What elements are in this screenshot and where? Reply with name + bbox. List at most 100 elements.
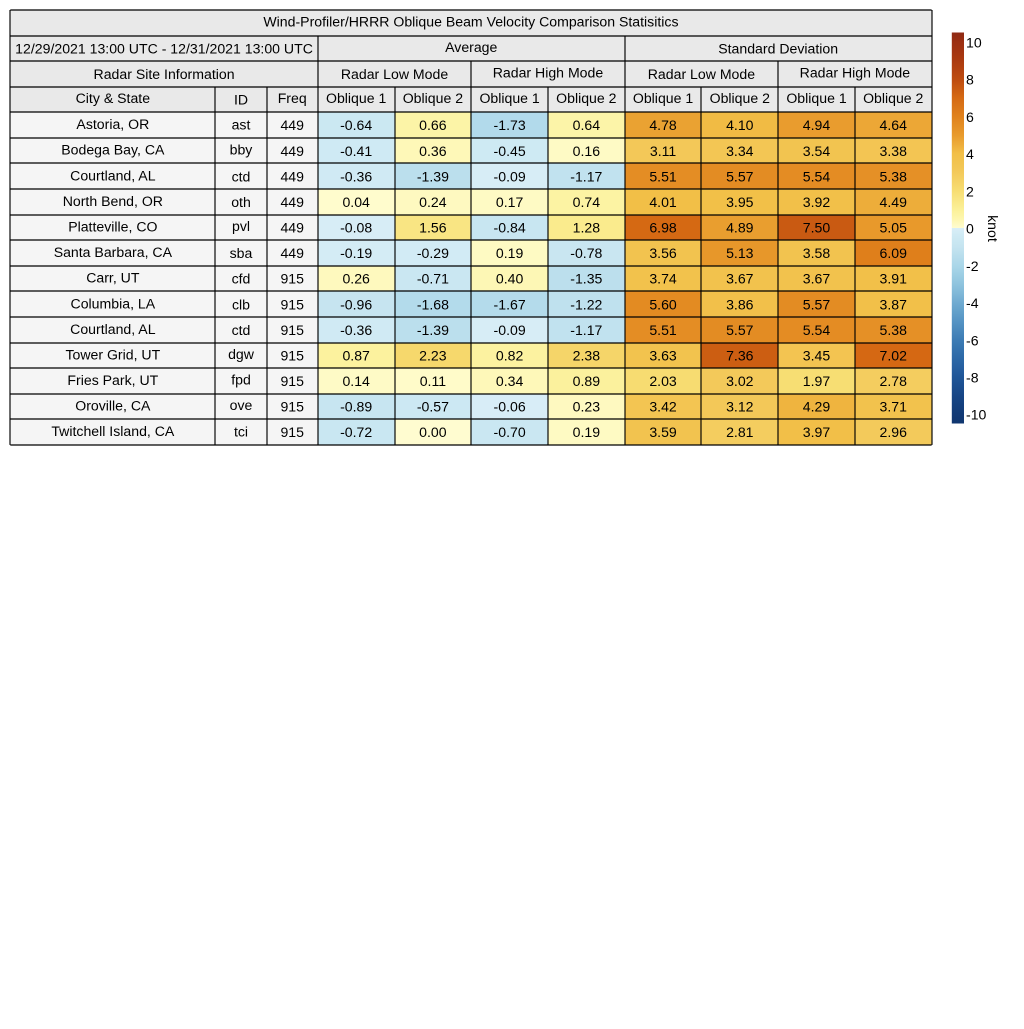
svg-text:5.57: 5.57 — [726, 168, 754, 184]
svg-text:ctd: ctd — [232, 322, 251, 338]
svg-text:ID: ID — [234, 92, 248, 108]
svg-text:pvl: pvl — [232, 218, 250, 234]
svg-text:3.91: 3.91 — [880, 271, 908, 287]
svg-text:0.19: 0.19 — [573, 424, 601, 440]
svg-text:Freq: Freq — [278, 90, 307, 106]
svg-text:6.09: 6.09 — [880, 245, 908, 261]
svg-text:Columbia, LA: Columbia, LA — [71, 295, 156, 311]
svg-text:2: 2 — [966, 183, 974, 199]
svg-text:Platteville, CO: Platteville, CO — [68, 219, 157, 235]
svg-text:Average: Average — [445, 39, 497, 55]
svg-text:7.50: 7.50 — [803, 220, 831, 236]
svg-text:2.23: 2.23 — [419, 347, 447, 363]
svg-text:5.51: 5.51 — [649, 322, 677, 338]
svg-text:449: 449 — [280, 117, 304, 133]
svg-text:-0.57: -0.57 — [417, 399, 449, 415]
svg-text:0.24: 0.24 — [419, 194, 447, 210]
svg-text:-0.29: -0.29 — [417, 245, 449, 261]
svg-text:-0.45: -0.45 — [494, 143, 526, 159]
svg-text:Tower Grid, UT: Tower Grid, UT — [65, 346, 160, 362]
svg-text:Oblique 1: Oblique 1 — [326, 90, 386, 106]
svg-text:12/29/2021 13:00 UTC - 12/31/2: 12/29/2021 13:00 UTC - 12/31/2021 13:00 … — [15, 40, 313, 56]
svg-text:4.01: 4.01 — [649, 194, 677, 210]
svg-text:Standard Deviation: Standard Deviation — [718, 40, 838, 56]
svg-text:1.56: 1.56 — [419, 220, 447, 236]
svg-text:-0.72: -0.72 — [340, 424, 372, 440]
svg-text:Courtland, AL: Courtland, AL — [70, 167, 156, 183]
svg-text:3.86: 3.86 — [726, 296, 754, 312]
svg-text:ove: ove — [230, 397, 253, 413]
svg-text:449: 449 — [280, 168, 304, 184]
svg-text:-2: -2 — [966, 258, 979, 274]
svg-text:Oblique 2: Oblique 2 — [403, 90, 463, 106]
svg-text:Santa Barbara, CA: Santa Barbara, CA — [54, 244, 173, 260]
svg-text:-1.22: -1.22 — [570, 296, 602, 312]
svg-text:5.60: 5.60 — [649, 296, 677, 312]
svg-text:4.64: 4.64 — [880, 117, 908, 133]
svg-text:fpd: fpd — [231, 372, 251, 388]
svg-text:3.11: 3.11 — [650, 143, 677, 159]
svg-text:-1.39: -1.39 — [417, 168, 449, 184]
svg-text:-1.68: -1.68 — [417, 296, 449, 312]
svg-text:4: 4 — [966, 146, 974, 162]
svg-text:dgw: dgw — [228, 346, 255, 362]
svg-text:3.02: 3.02 — [726, 373, 754, 389]
svg-text:Oblique 1: Oblique 1 — [479, 90, 539, 106]
svg-text:3.95: 3.95 — [726, 194, 754, 210]
svg-text:449: 449 — [280, 245, 304, 261]
svg-text:4.10: 4.10 — [726, 117, 754, 133]
svg-text:3.92: 3.92 — [803, 194, 831, 210]
svg-text:5.05: 5.05 — [880, 220, 908, 236]
svg-text:2.03: 2.03 — [649, 373, 677, 389]
svg-text:0.40: 0.40 — [496, 271, 524, 287]
svg-text:6: 6 — [966, 109, 974, 125]
svg-text:-0.09: -0.09 — [494, 322, 526, 338]
svg-text:ast: ast — [232, 116, 251, 132]
svg-text:1.97: 1.97 — [803, 373, 831, 389]
svg-text:-1.73: -1.73 — [494, 117, 526, 133]
svg-text:-0.84: -0.84 — [494, 220, 526, 236]
svg-text:sba: sba — [230, 245, 253, 261]
svg-text:-0.89: -0.89 — [340, 399, 372, 415]
svg-text:Astoria, OR: Astoria, OR — [76, 116, 149, 132]
svg-text:915: 915 — [280, 373, 304, 389]
svg-text:-0.09: -0.09 — [494, 168, 526, 184]
svg-text:0.87: 0.87 — [342, 347, 370, 363]
svg-text:4.78: 4.78 — [649, 117, 677, 133]
svg-text:4.49: 4.49 — [880, 194, 908, 210]
svg-text:915: 915 — [280, 424, 304, 440]
svg-text:0.64: 0.64 — [573, 117, 601, 133]
svg-text:clb: clb — [232, 296, 250, 312]
svg-text:Twitchell Island, CA: Twitchell Island, CA — [51, 423, 175, 439]
svg-text:-0.36: -0.36 — [340, 168, 372, 184]
svg-text:-1.17: -1.17 — [570, 322, 602, 338]
svg-text:915: 915 — [280, 347, 304, 363]
svg-text:0.74: 0.74 — [573, 194, 601, 210]
svg-text:8: 8 — [966, 72, 974, 88]
svg-text:3.97: 3.97 — [803, 424, 831, 440]
svg-text:City & State: City & State — [76, 90, 151, 106]
svg-text:7.36: 7.36 — [726, 347, 754, 363]
svg-text:2.78: 2.78 — [880, 373, 908, 389]
svg-text:North Bend, OR: North Bend, OR — [63, 193, 163, 209]
svg-text:Radar High Mode: Radar High Mode — [800, 65, 911, 81]
svg-text:2.96: 2.96 — [880, 424, 908, 440]
svg-text:5.57: 5.57 — [803, 296, 831, 312]
svg-text:Radar Site Information: Radar Site Information — [94, 66, 235, 82]
svg-text:Oblique 2: Oblique 2 — [556, 90, 616, 106]
svg-text:5.54: 5.54 — [803, 168, 831, 184]
svg-text:3.38: 3.38 — [880, 143, 908, 159]
svg-text:3.56: 3.56 — [649, 245, 677, 261]
svg-text:0.26: 0.26 — [342, 271, 370, 287]
svg-text:0: 0 — [966, 221, 974, 237]
svg-text:-1.39: -1.39 — [417, 322, 449, 338]
svg-text:-0.71: -0.71 — [417, 271, 449, 287]
svg-text:-0.70: -0.70 — [494, 424, 526, 440]
svg-text:cfd: cfd — [232, 271, 251, 287]
svg-text:3.59: 3.59 — [649, 424, 677, 440]
svg-text:0.34: 0.34 — [496, 373, 524, 389]
svg-text:Radar Low Mode: Radar Low Mode — [341, 66, 448, 82]
svg-text:Courtland, AL: Courtland, AL — [70, 321, 156, 337]
svg-text:tci: tci — [234, 423, 248, 439]
svg-text:0.82: 0.82 — [496, 347, 524, 363]
